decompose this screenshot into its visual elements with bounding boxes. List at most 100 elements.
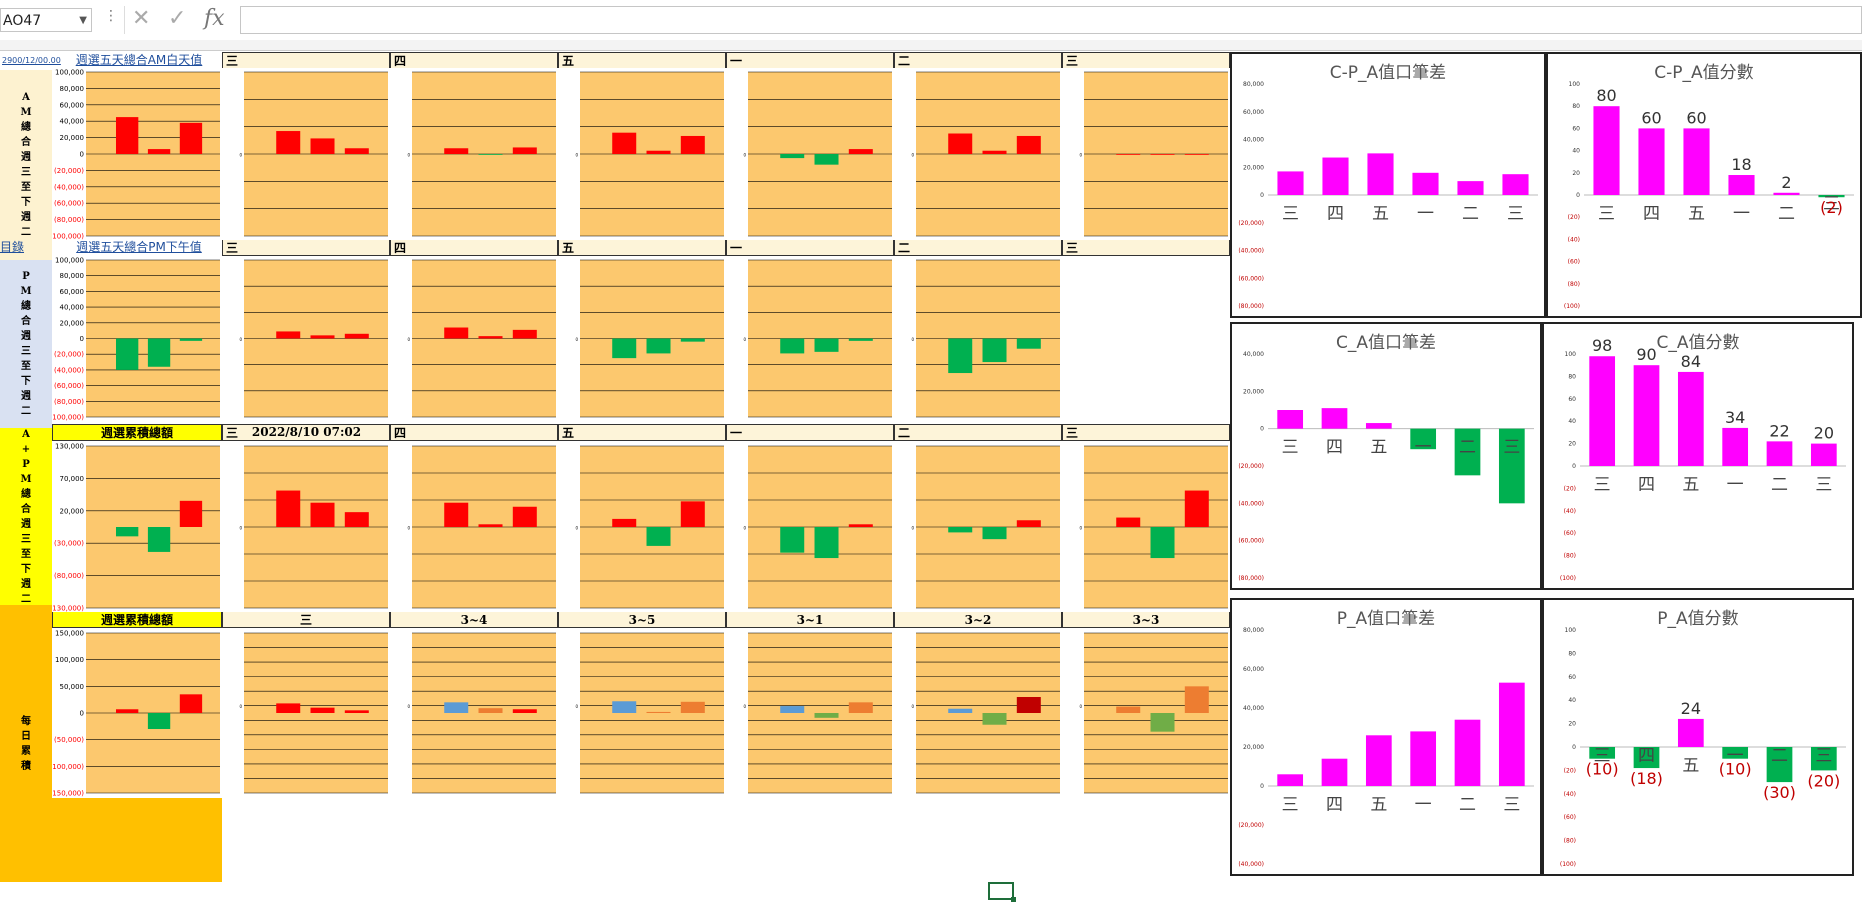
insert-function-button[interactable]: fx [204,6,225,31]
selected-cell-box[interactable] [988,882,1016,902]
tick-label: (20,000) [54,167,84,175]
mini-chart-pm-5[interactable]: 0 [894,256,1062,421]
bar [478,708,503,713]
tick-label: 0 [1260,426,1264,433]
bar [147,338,171,367]
mini-chart-svg-pm-4: 0 [743,259,892,418]
bar [344,333,369,339]
tick-label: (100) [1564,303,1580,310]
mini-chart-pm-0[interactable]: 100,000 80,000 60,000 40,000 20,000 0 (20,000)… [52,256,222,421]
category-label: 三 [1507,204,1524,224]
tick-label: (40,000) [1238,500,1264,507]
mini-chart-pm-3[interactable]: 0 [558,256,726,421]
hdr-pm-title[interactable]: 週選五天總合PM下午值 [76,240,202,254]
data-label: 24 [1681,699,1701,718]
mini-chart-daily-2[interactable]: 0 [390,629,558,797]
mini-chart-am-0[interactable]: 100,000 80,000 60,000 40,000 20,000 0 (20,000)… [52,68,222,240]
mini-chart-pm-4[interactable]: 0 [726,256,894,421]
tick-label: 0 [1079,153,1082,158]
date-link[interactable]: 2900/12/00.00 [2,56,61,65]
mini-chart-svg-apm-6: 0 [1079,445,1228,609]
mini-chart-apm-5[interactable]: 0 [894,442,1062,612]
bar [512,506,537,527]
summary-chart-3[interactable]: C_A值口筆差 40,000 20,000 0 (20,000) (40,000) (60,… [1230,322,1542,590]
formula-input[interactable] [240,6,1862,34]
hdr-pm-col-4: 二 [894,239,1062,256]
bar [147,713,171,729]
bar [1633,365,1660,466]
cancel-icon[interactable]: ✕ [132,6,151,31]
mini-chart-daily-1[interactable]: 0 [222,629,390,797]
mini-chart-apm-1[interactable]: 0 [222,442,390,612]
tick-label: 60 [1572,125,1580,132]
spreadsheet-grid[interactable]: AM總合週三至下週二 PM總合週三至下週二 A+PM總合週三至下週二 每日累積 … [0,50,1862,902]
summary-chart-5[interactable]: P_A值口筆差 80,000 60,000 40,000 20,000 0 (20,000)… [1230,598,1542,876]
tick-label: (60,000) [54,200,84,208]
mini-chart-apm-6[interactable]: 0 [1062,442,1230,612]
mini-chart-am-6[interactable]: 0 [1062,68,1230,240]
hdr-pm-col-3: 一 [726,239,894,256]
mini-chart-pm-1[interactable]: 0 [222,256,390,421]
category-label: 四 [1327,204,1344,224]
summary-chart-svg-6: 100806040200(20)(40)(60)(80)(100)三(10)四(… [1560,627,1846,868]
pm-row-label: PM總合週三至下週二 [20,271,32,417]
name-box[interactable]: AO47 ▼ [0,8,92,32]
hdr-apm-col-5: 三 [1062,424,1230,441]
tick-label: 0 [407,704,410,709]
mini-chart-am-5[interactable]: 0 [894,68,1062,240]
tick-label: 60 [1568,396,1576,403]
catalog-link[interactable]: 目錄 [0,240,25,254]
bar [612,701,637,713]
mini-chart-apm-4[interactable]: 0 [726,442,894,612]
mini-chart-am-3[interactable]: 0 [558,68,726,240]
mini-chart-am-2[interactable]: 0 [390,68,558,240]
mini-chart-svg-apm-0: 130,000 70,000 20,000 (30,000) (80,000) (130,… [52,443,220,612]
mini-chart-apm-2[interactable]: 0 [390,442,558,612]
tick-label: 80,000 [60,272,85,280]
mini-chart-am-1[interactable]: 0 [222,68,390,240]
summary-chart-6[interactable]: P_A值分數 100 80 60 40 20 0 (20) (40) (60) (80) (100) 三… [1542,598,1854,876]
mini-chart-am-4[interactable]: 0 [726,68,894,240]
category-label: 三 [1598,204,1615,224]
tick-label: 80,000 [1243,81,1264,88]
tick-label: 0 [1576,192,1580,199]
tick-label: (40) [1564,508,1576,515]
hdr-am-title[interactable]: 週選五天總合AM白天值 [75,53,203,67]
mini-chart-daily-3[interactable]: 0 [558,629,726,797]
chevron-down-icon[interactable]: ▼ [79,15,87,26]
tick-label: 100 [1565,627,1577,634]
bar [276,490,301,527]
enter-icon[interactable]: ✓ [168,6,187,31]
mini-chart-apm-3[interactable]: 0 [558,442,726,612]
bar [147,149,171,154]
summary-chart-1[interactable]: C-P_A值口筆差 80,000 60,000 40,000 20,000 0 (20,00… [1230,52,1546,318]
column-header-strip [0,40,1862,51]
bar [1116,517,1141,527]
bar [344,512,369,527]
mini-chart-daily-5[interactable]: 0 [894,629,1062,797]
mini-chart-pm-2[interactable]: 0 [390,256,558,421]
summary-chart-2[interactable]: C-P_A值分數 100 80 60 40 20 0 (20) (40) (60) (80) (100… [1546,52,1862,318]
category-label: 三 [1594,746,1611,766]
tick-label: 0 [407,153,410,158]
hdr-apm-col-1: 四 [390,424,558,441]
hdr-daily-col-2: 3~5 [558,611,726,628]
mini-chart-daily-4[interactable]: 0 [726,629,894,797]
more-options-icon[interactable]: ⋮ [104,8,118,24]
mini-chart-apm-0[interactable]: 130,000 70,000 20,000 (30,000) (80,000) (130,… [52,442,222,612]
tick-label: (80,000) [54,216,84,224]
mini-chart-svg-pm-5: 0 [911,259,1060,418]
mini-chart-daily-6[interactable]: 0 [1062,629,1230,797]
mini-chart-svg-pm-2: 0 [407,259,556,418]
bar [646,527,671,546]
mini-chart-daily-0[interactable]: 150,000 100,000 50,000 0 (50,000) (100,000) (1… [52,629,222,797]
category-label: 一 [1727,475,1744,495]
bar [276,331,301,339]
category-label: 三 [1594,475,1611,495]
category-label: 二 [1459,438,1476,458]
bar [1367,153,1394,195]
category-label: 五 [1372,204,1389,224]
summary-chart-4[interactable]: C_A值分數 100 80 60 40 20 0 (20) (40) (60) (80) (100) 三… [1542,322,1854,590]
tick-label: 60,000 [60,288,85,296]
mini-chart-svg-apm-3: 0 [575,445,724,609]
